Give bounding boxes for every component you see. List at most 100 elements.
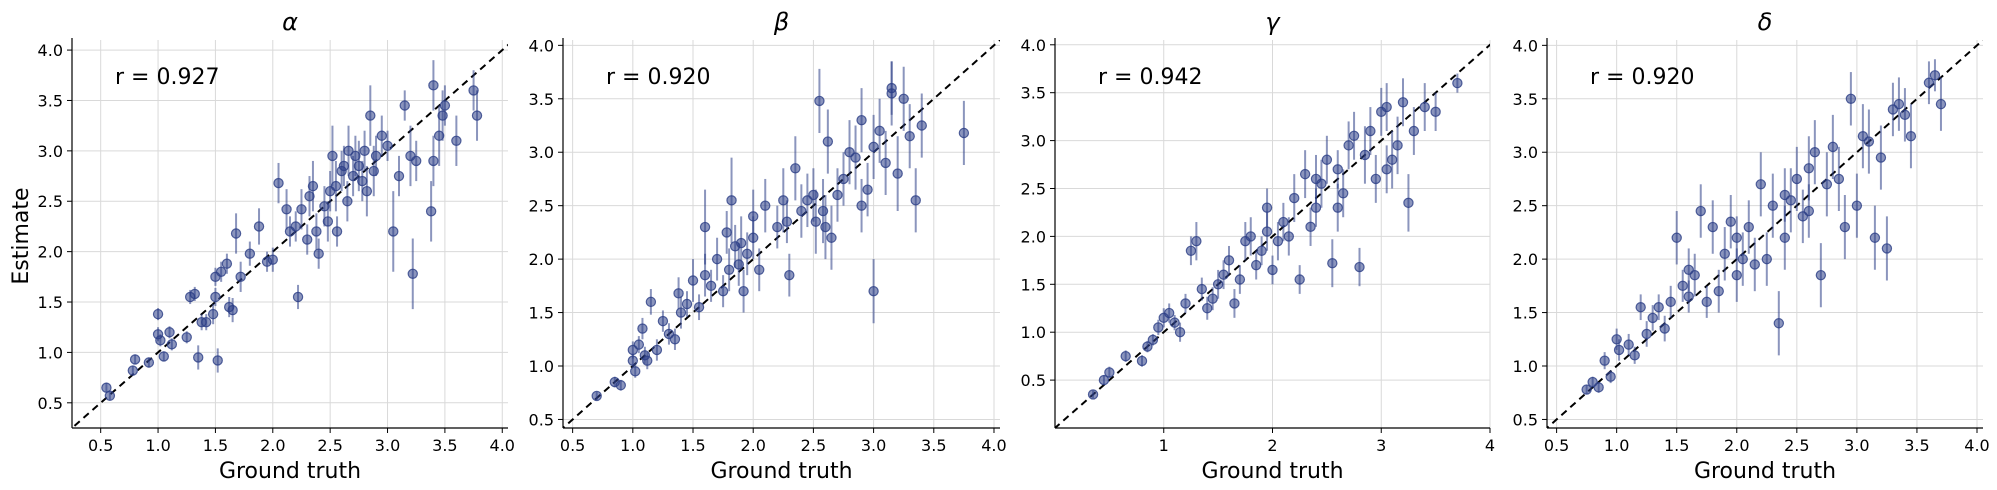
data-point: [892, 168, 903, 179]
y-tick-label: 1.0: [1513, 357, 1538, 376]
data-point: [343, 145, 354, 157]
x-axis-label: Ground truth: [1201, 459, 1343, 484]
data-point: [687, 275, 699, 286]
data-point: [143, 357, 155, 368]
panel-title: α: [282, 8, 298, 36]
data-point: [212, 355, 223, 366]
data-point: [1677, 280, 1688, 292]
data-point: [633, 339, 645, 350]
x-tick-label: 3.0: [861, 436, 886, 455]
data-point: [1875, 152, 1887, 163]
data-point: [1365, 125, 1376, 137]
data-point: [388, 226, 399, 237]
x-axis-label: Ground truth: [219, 459, 361, 484]
data-point: [1234, 274, 1246, 285]
data-point: [669, 334, 681, 345]
x-tick-label: 3.5: [432, 436, 457, 455]
data-point: [1701, 296, 1712, 308]
data-point: [675, 307, 687, 318]
data-point: [193, 352, 204, 363]
x-tick-label: 4.0: [981, 436, 1006, 455]
data-point: [1827, 141, 1839, 153]
x-tick-label: 0.5: [560, 436, 585, 455]
data-point: [1245, 231, 1256, 242]
x-tick-label: 3.0: [1844, 436, 1869, 455]
data-point: [181, 332, 192, 343]
data-point: [235, 271, 246, 283]
data-point: [673, 288, 684, 299]
data-point: [1250, 259, 1262, 271]
data-point: [319, 201, 330, 212]
data-point: [1773, 318, 1785, 329]
y-tick-label: 4.0: [38, 41, 63, 60]
y-tick-label: 3.0: [1513, 143, 1538, 162]
data-point: [754, 264, 765, 276]
data-point: [790, 163, 801, 174]
y-tick-label: 2.0: [38, 243, 63, 262]
data-point: [850, 152, 861, 163]
data-point: [693, 302, 705, 313]
y-tick-label: 1.5: [529, 304, 554, 323]
data-point: [1683, 264, 1694, 276]
data-point: [1283, 231, 1295, 242]
data-point: [1845, 93, 1857, 104]
data-point: [1321, 154, 1333, 165]
y-tick-label: 1.5: [1021, 275, 1046, 294]
data-point: [1381, 164, 1392, 175]
data-point: [1185, 245, 1197, 256]
data-point: [591, 390, 602, 402]
y-tick-label: 3.0: [529, 143, 554, 162]
data-point: [468, 85, 479, 96]
data-point: [215, 266, 227, 277]
data-point: [1299, 168, 1311, 180]
data-point: [1671, 232, 1682, 243]
data-point: [393, 170, 405, 182]
data-point: [433, 130, 445, 141]
data-point: [1267, 264, 1278, 276]
y-tick-label: 2.5: [1513, 197, 1538, 216]
x-tick-label: 4.0: [490, 436, 515, 455]
y-tick-label: 3.0: [1021, 132, 1046, 151]
panel-gamma: 1 2 3 4 0.5 1.0 1.5 2.0 2.5 3.0 3.5 4.0 γ r = 0.942 Gr…: [1021, 8, 1496, 484]
data-point: [1261, 202, 1273, 213]
data-point: [152, 308, 164, 320]
x-tick-label: 2.5: [801, 436, 826, 455]
data-point: [1104, 367, 1115, 378]
x-tick-label: 2.5: [1784, 436, 1809, 455]
data-point: [1359, 149, 1371, 161]
data-point: [681, 298, 693, 310]
data-point: [1851, 200, 1863, 211]
data-point: [1761, 253, 1773, 265]
data-point: [699, 269, 711, 281]
data-point: [1229, 298, 1240, 309]
data-point: [361, 185, 373, 197]
data-point: [781, 216, 793, 227]
data-point: [748, 232, 759, 243]
data-point: [292, 291, 304, 303]
data-point: [651, 344, 663, 356]
data-point: [1581, 384, 1592, 395]
data-point: [1337, 188, 1349, 199]
data-point: [958, 127, 970, 139]
panel-title: β: [773, 8, 789, 36]
data-point: [1392, 140, 1403, 151]
data-point: [376, 130, 387, 141]
data-point: [1833, 173, 1845, 185]
data-point: [1893, 98, 1905, 110]
data-point: [784, 269, 795, 281]
y-tick-label: 3.5: [1513, 90, 1538, 109]
data-point: [439, 100, 451, 111]
data-point: [874, 125, 885, 137]
x-tick-label: 4: [1485, 436, 1495, 455]
data-point: [127, 365, 139, 376]
data-point: [210, 291, 221, 303]
y-tick-label: 1.0: [38, 343, 63, 362]
data-point: [290, 221, 301, 232]
data-point: [1212, 279, 1224, 290]
data-point: [428, 155, 439, 167]
data-point: [425, 206, 437, 217]
data-point: [155, 335, 166, 346]
data-point: [1272, 235, 1284, 247]
data-point: [1381, 101, 1392, 113]
data-point: [1430, 106, 1441, 118]
